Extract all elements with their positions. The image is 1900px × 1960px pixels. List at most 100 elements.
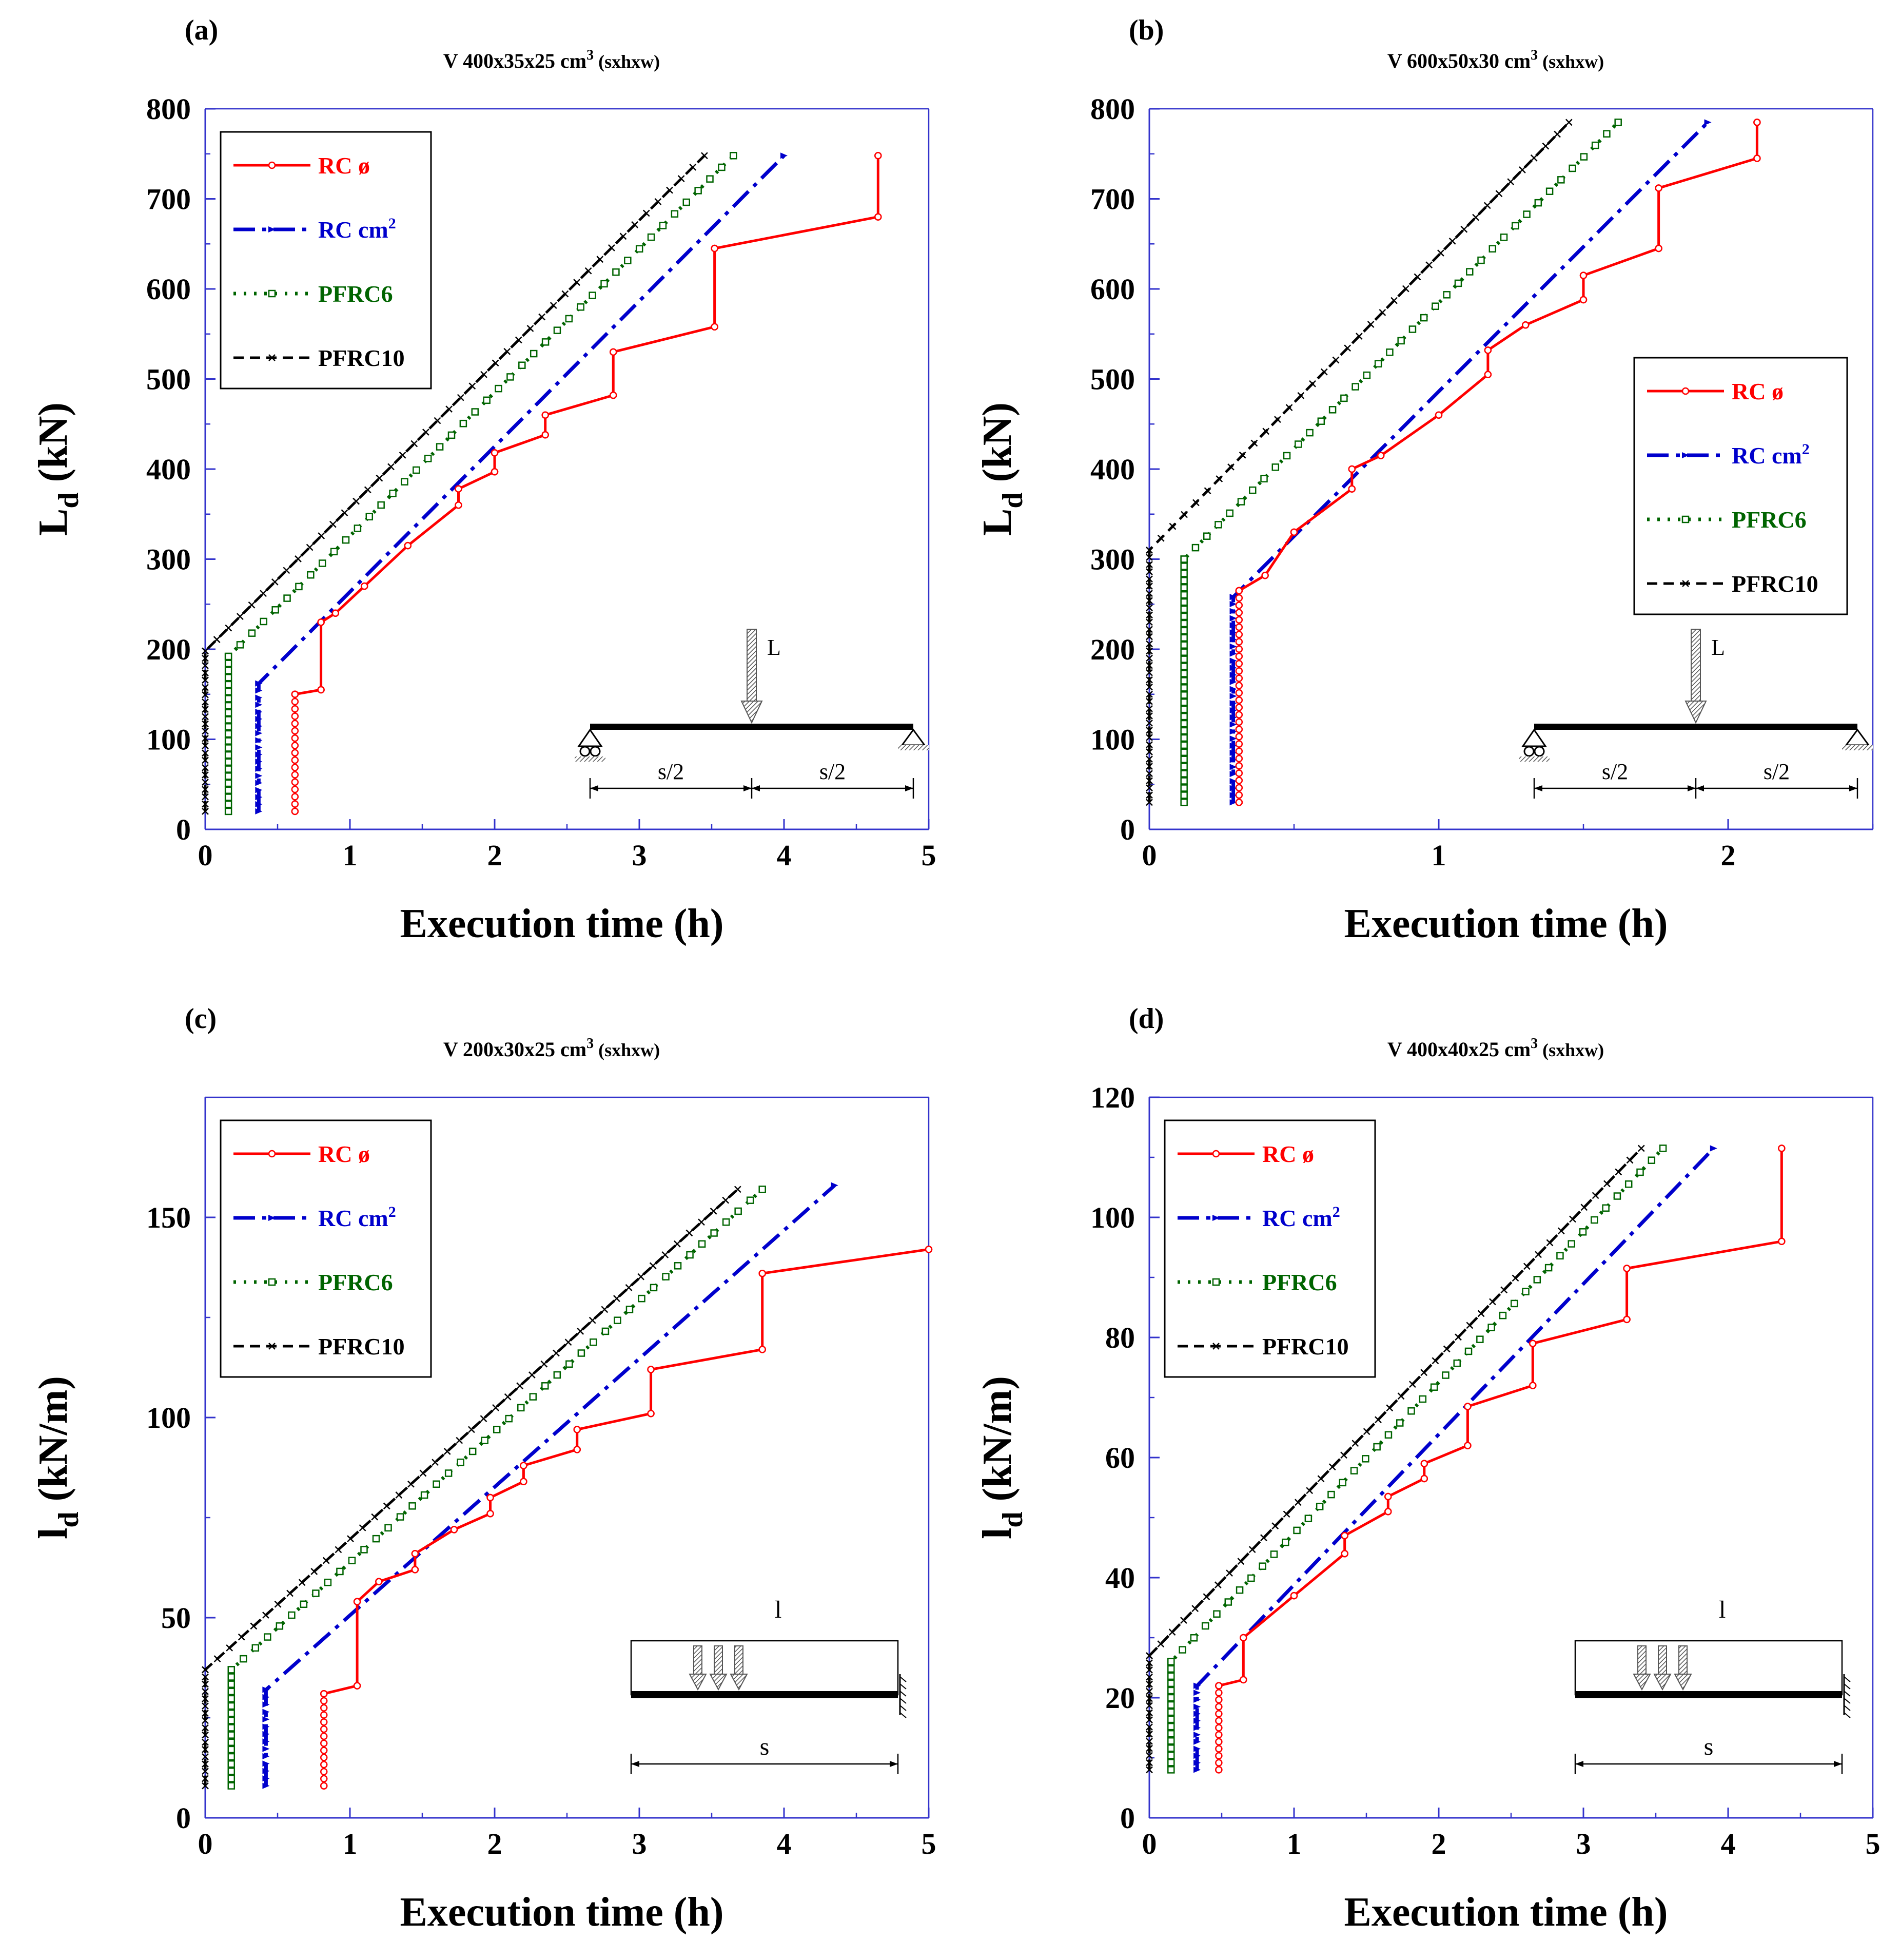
data-point [320,1760,328,1769]
data-point [383,1502,390,1510]
data-point [1204,487,1211,495]
data-point [1240,1634,1247,1642]
chart-title: V 400x35x25 cm3 (sxhxw) [443,47,660,72]
data-point [336,1567,344,1576]
hatch-line [1844,1683,1851,1690]
legend-label-rc-phi: RC ø [1732,378,1784,404]
data-point [1659,1144,1667,1152]
data-point [1512,1274,1519,1282]
data-point [224,765,232,773]
data-point [330,548,338,556]
dimension-arrow [1696,785,1704,791]
data-point [647,1366,655,1373]
data-point [686,1251,694,1259]
data-point [1201,1622,1209,1630]
data-point [1190,1634,1198,1642]
data-point [255,780,263,786]
data-point [1239,451,1246,459]
data-point [1306,1487,1314,1495]
data-point [1260,1534,1267,1542]
data-point [324,1578,332,1586]
data-point [455,501,462,509]
y-tick-label: 300 [1090,543,1135,576]
y-tick-label: 100 [146,1401,191,1434]
series-pfrc6 [1167,1144,1667,1774]
data-point [255,808,263,814]
data-point [1180,677,1188,685]
data-point [1229,594,1237,600]
legend-label-rc-phi: RC ø [1262,1141,1314,1167]
data-point [612,268,620,276]
data-point [1235,740,1243,748]
hatch-line [1844,1676,1851,1682]
data-point [637,1273,644,1280]
y-tick-label: 120 [1090,1081,1135,1114]
data-point [436,443,444,451]
data-point [1215,1738,1223,1746]
data-point [1249,486,1257,494]
data-point [1236,1586,1244,1594]
data-point [224,730,232,738]
data-point [1181,511,1188,518]
data-point [1488,245,1497,253]
x-tick-label: 0 [198,1827,213,1860]
data-point [371,1513,379,1521]
load-label: l [775,1596,781,1623]
data-point [1484,371,1492,378]
data-point [1624,1180,1633,1188]
data-point [202,771,209,779]
y-tick-label: 60 [1105,1441,1135,1474]
data-point [758,1346,766,1353]
data-point [202,1687,209,1695]
data-point [1203,1593,1210,1601]
data-point [322,1557,330,1564]
data-point [758,1186,766,1193]
data-point [1317,417,1325,425]
data-point [1180,555,1188,563]
x-tick-label: 1 [1432,839,1446,872]
data-point [590,1338,597,1346]
data-point [202,654,209,662]
data-point [1146,554,1153,561]
data-point [1437,249,1444,257]
data-point [1229,700,1237,707]
data-point [600,280,608,288]
load-arrow-icon [714,1645,723,1675]
data-point [538,313,546,321]
data-point [1408,1381,1416,1388]
data-point [1235,623,1243,631]
data-point [1215,521,1222,529]
y-tick-label: 0 [1120,1801,1135,1835]
data-point [255,794,263,801]
data-point [746,1196,754,1204]
data-point [1191,544,1200,552]
data-point [424,455,432,462]
data-point [1167,1701,1175,1709]
data-point [360,582,368,590]
data-point [1579,271,1588,279]
data-point [1146,712,1153,720]
legend-marker [268,1278,276,1286]
data-point [262,1782,270,1789]
data-point [506,373,514,381]
data-point [1146,583,1153,590]
data-point [255,772,263,779]
data-point [1214,1581,1222,1589]
data-point [1235,659,1243,668]
hatch-line [1844,1712,1851,1718]
load-arrow-icon [1678,1645,1688,1675]
load-arrowhead-icon [740,701,763,724]
data-point [573,1426,581,1433]
data-point [224,688,232,695]
data-point [320,1782,328,1790]
hatch-line [899,1683,907,1690]
data-point [1316,1503,1324,1510]
data-point [1568,1240,1575,1248]
data-point [1373,1443,1381,1451]
data-point [1235,718,1243,726]
data-point [518,361,526,369]
data-point [541,338,550,346]
y-tick-label: 200 [146,633,191,666]
x-axis-title: Execution time (h) [400,901,723,946]
data-point [1229,778,1237,784]
